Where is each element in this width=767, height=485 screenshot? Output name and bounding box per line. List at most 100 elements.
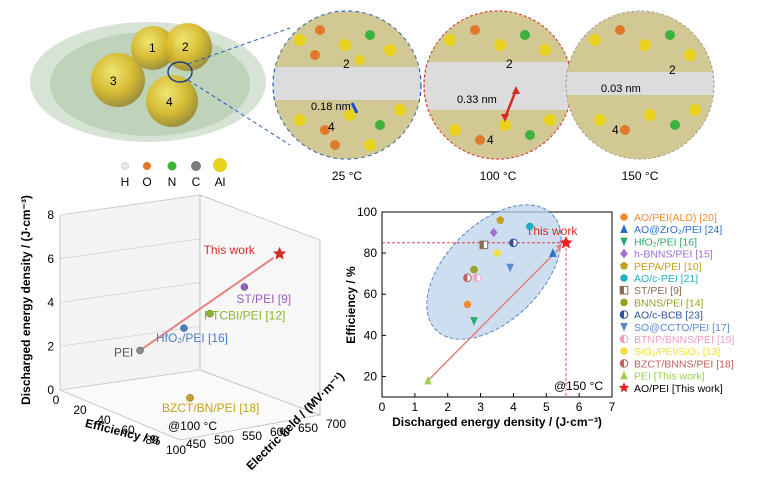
- x-tick-label: 7: [609, 400, 616, 414]
- z-tick-label: 0: [47, 383, 54, 397]
- legend-marker: [620, 370, 628, 380]
- data-point: [470, 317, 478, 326]
- data-point: [479, 240, 489, 250]
- data-point: [549, 248, 557, 257]
- x-tick-label: 0: [379, 400, 386, 414]
- data-point: [559, 235, 573, 249]
- legend-label: ST/PEI [9]: [634, 285, 682, 297]
- legend-label: HfO₂/PEI [16]: [634, 236, 697, 248]
- points-2d: This work: [424, 215, 578, 385]
- x-tick-label: 80: [145, 433, 159, 447]
- data-point: [493, 249, 501, 257]
- data-point: [463, 273, 472, 283]
- y-tick-label: 550: [242, 429, 262, 443]
- panel-25c-temperature: 25 °C: [332, 169, 362, 183]
- legend-marker: [620, 224, 628, 233]
- panel-100c-temperature: 100 °C: [480, 169, 517, 183]
- chart2d-xlabel: Discharged energy density / (J·cm⁻³): [392, 415, 602, 429]
- data-point: [424, 375, 432, 385]
- point-3d: [240, 283, 249, 291]
- point-3d-label: PEI: [114, 345, 133, 359]
- point-3d: [206, 309, 214, 318]
- x-tick-label: 100: [166, 443, 186, 457]
- point-3d-label: BZCT/BN/PEI [18]: [162, 401, 259, 415]
- legend-marker: [620, 213, 628, 221]
- x-tick-label: 20: [73, 403, 87, 417]
- data-point: [496, 215, 505, 224]
- cluster-label-3: 3: [110, 74, 117, 88]
- y-tick-label: 20: [364, 369, 378, 383]
- chart2d-legend: AO/PEI(ALD) [20]AO@ZrO₂/PEI [24]HfO₂/PEI…: [618, 212, 734, 395]
- panel-150c-label-4: 4: [612, 123, 619, 137]
- zoom-panel-100c: 2 0.33 nm 4 100 °C: [423, 10, 573, 183]
- z-tick-label: 6: [47, 252, 54, 266]
- legend-marker: [619, 359, 629, 368]
- legend-label: AO/c-BCB [23]: [634, 310, 703, 322]
- x-tick-label: 6: [576, 400, 583, 414]
- atom-legend: H O N C Al: [121, 158, 227, 189]
- legend-marker: [618, 382, 630, 393]
- legend-marker: [620, 298, 628, 307]
- legend-label: AO/PEI(ALD) [20]: [634, 212, 717, 224]
- y-tick-label: 450: [186, 437, 206, 451]
- legend-marker: [619, 261, 629, 270]
- point-3d-label: PTCBI/PEI [12]: [204, 309, 285, 323]
- panel-150c-label-2: 2: [669, 63, 676, 77]
- points-3d: PEI HfO₂/PEI [16] PTCBI/PEI [12] ST/PEI [9]…: [114, 243, 291, 415]
- point-3d-label: This work: [204, 243, 256, 257]
- cluster-label-1: 1: [149, 41, 156, 55]
- panel-100c-gap: 0.33 nm: [457, 94, 497, 106]
- panel-100c-label-4: 4: [487, 133, 494, 147]
- y-tick-label: 700: [326, 417, 346, 431]
- chart2d-ylabel: Efficiency / %: [344, 266, 358, 344]
- legend-marker: [620, 248, 628, 259]
- z-tick-label: 8: [47, 208, 54, 222]
- atom-legend-o: O: [142, 175, 151, 189]
- zoom-panel-150c: 2 0.03 nm 4 150 °C: [565, 10, 715, 183]
- x-tick-label: 0: [53, 393, 60, 407]
- z-gridline: [59, 194, 201, 216]
- z-gridline: [59, 369, 201, 391]
- panel-25c-label-2: 2: [343, 57, 350, 71]
- legend-label: AO/PEI [This work]: [634, 383, 723, 395]
- legend-marker: [620, 237, 628, 247]
- panel-100c-label-2: 2: [506, 57, 513, 71]
- legend-label: AO@ZrO₂/PEI [24]: [634, 224, 722, 236]
- y-tick-label: 650: [298, 421, 318, 435]
- data-point: [470, 265, 478, 274]
- chart3d-zlabel: Discharged energy density / (J·cm⁻³): [19, 195, 33, 405]
- x-tick-label: 40: [97, 413, 111, 427]
- legend-label: BTNP/BNNS/PEI [19]: [634, 334, 734, 346]
- chart-2d: 0 1 2 3 4 5 6 7 20 40 60 80 100 This work Discharged…: [344, 204, 616, 429]
- atom-legend-al: Al: [215, 175, 226, 189]
- atom-legend-h: H: [121, 175, 130, 189]
- data-point: [489, 227, 498, 238]
- data-point: [509, 238, 518, 248]
- legend-label: SiO₂/PEI/SiO₂ [13]: [634, 346, 720, 358]
- point-3d-label: ST/PEI [9]: [236, 292, 291, 306]
- y-tick-label: 500: [214, 433, 234, 447]
- improvement-arrowhead: [556, 243, 562, 251]
- y-tick-label: 100: [357, 205, 377, 219]
- panel-25c-label-4: 4: [328, 120, 335, 134]
- point-3d-label: HfO₂/PEI [16]: [156, 331, 228, 345]
- x-tick-label: 3: [477, 400, 484, 414]
- legend-label: h-BNNS/PEI [15]: [634, 249, 713, 261]
- y-tick-label: 60: [364, 287, 378, 301]
- legend-label: PEPA/PEI [10]: [634, 261, 702, 273]
- legend-label: SO@CCTO/PEI [17]: [634, 322, 730, 334]
- data-point: [472, 273, 482, 283]
- point-3d: [186, 394, 194, 402]
- y-tick-label: 40: [364, 328, 378, 342]
- guides-2d: [382, 242, 567, 397]
- legend-marker: [620, 323, 628, 332]
- data-point: [526, 222, 534, 231]
- zoom-panel-25c: 2 0.18 nm 4 25 °C: [272, 10, 422, 183]
- atom-legend-c: C: [192, 175, 201, 189]
- this-work-annotation: This work: [526, 224, 578, 238]
- x-tick-label: 5: [543, 400, 550, 414]
- x-tick-label: 1: [412, 400, 419, 414]
